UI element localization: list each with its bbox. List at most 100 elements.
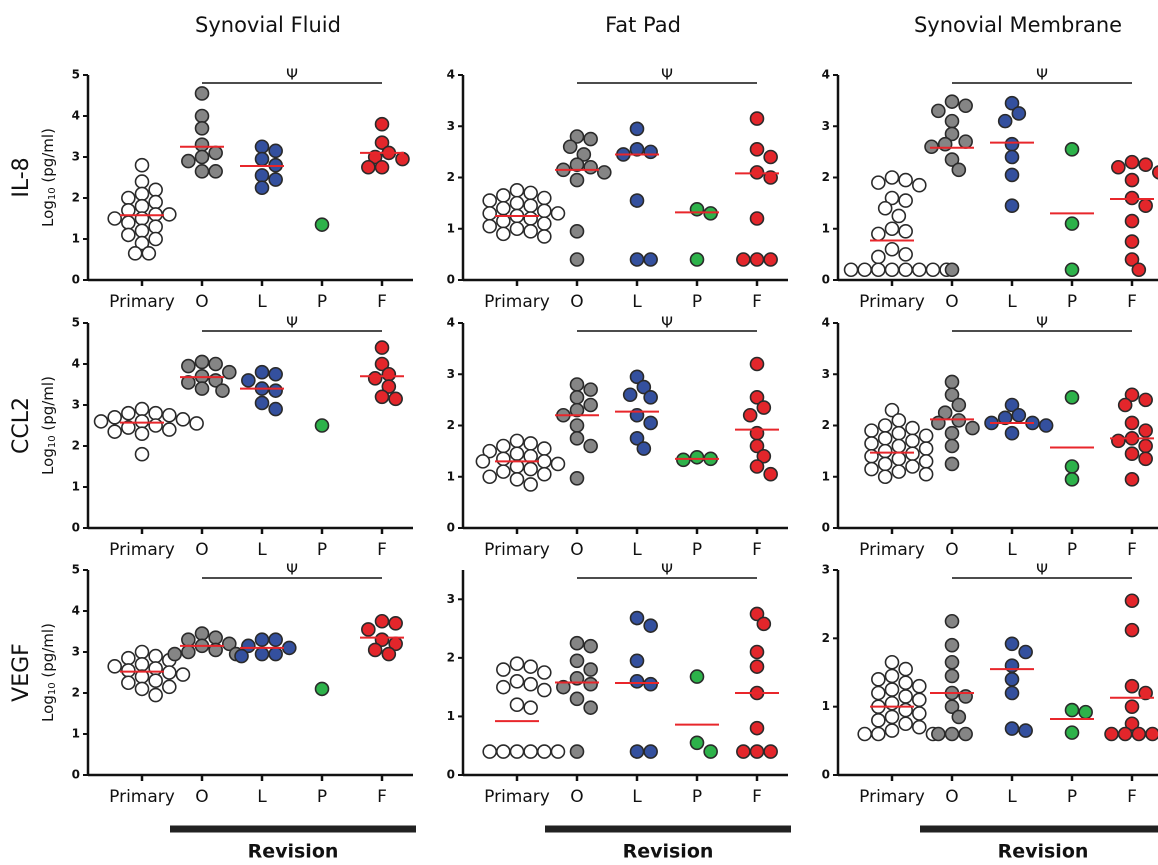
data-point [1124,593,1140,609]
data-point [569,224,585,239]
data-point [148,405,163,421]
data-point [689,449,705,465]
data-point [1004,167,1020,183]
data-point [689,252,705,267]
data-point [482,193,498,208]
data-point [583,382,598,397]
data-point [877,200,893,216]
data-point [944,152,960,167]
y-tick-label: 0 [447,273,455,287]
data-point [194,149,210,165]
data-point [509,744,525,759]
data-point [1138,451,1153,467]
data-point [629,369,645,385]
data-point [884,668,900,684]
data-point [763,252,778,267]
data-point [121,405,136,421]
data-point [891,208,907,224]
y-tick-label: 0 [72,273,80,287]
data-point [569,653,585,669]
data-point [1124,234,1140,249]
data-point [749,111,765,126]
data-point [134,174,150,189]
data-point [388,391,403,407]
data-point [891,425,907,441]
y-tick-label: 3 [822,563,830,577]
x-tick-label: O [195,540,208,560]
data-point [194,108,210,124]
significance-symbol: Ψ [661,561,673,579]
x-tick-label: P [317,540,327,560]
x-tick-label: F [377,292,387,312]
data-point [215,383,230,398]
data-point [944,726,960,742]
data-point [268,401,283,417]
data-point [536,441,552,456]
data-point [536,216,552,231]
data-point [911,678,927,694]
data-point [134,656,150,672]
data-point [167,646,182,662]
data-point [756,448,772,464]
data-point [361,159,376,175]
x-tick-label: L [257,787,267,807]
data-point [583,700,598,715]
data-point [884,709,900,725]
data-point [643,744,658,759]
data-point [162,422,177,437]
data-point [1124,622,1140,638]
data-point [148,194,163,210]
y-tick-label: 0 [822,521,830,535]
data-point [523,185,538,201]
data-point [898,702,913,718]
data-point [944,425,960,441]
data-point [749,744,765,759]
x-tick-label: Primary [859,292,925,312]
data-point [569,129,585,144]
unit-sub: 10 [47,187,58,200]
x-tick-label: F [752,787,762,807]
data-point [1078,704,1093,720]
data-point [107,409,122,425]
data-point [93,414,109,429]
y-tick-label: 2 [72,686,80,700]
data-point [583,438,598,454]
data-point [194,164,210,179]
data-point [254,139,270,155]
data-point [629,673,645,689]
data-point [884,190,900,206]
significance-symbol: Ψ [286,66,298,84]
data-point [756,400,772,415]
data-point [898,247,913,262]
data-point [134,446,150,462]
data-point [703,744,718,759]
x-tick-label: F [752,292,762,312]
data-point [194,381,210,396]
y-tick-label: 1 [72,232,80,246]
data-point [1004,198,1020,213]
data-point [148,661,163,676]
data-point [749,142,765,157]
data-point [1064,702,1080,718]
data-point [884,682,900,697]
data-point [925,262,941,278]
x-tick-label: L [632,540,642,560]
data-point [583,638,598,654]
x-tick-label: P [692,292,702,312]
data-point [905,459,920,474]
data-point [864,461,879,477]
data-point [911,262,927,278]
y-tick-label: 5 [72,68,80,82]
y-tick-label: 4 [822,316,830,330]
data-point [958,98,973,114]
data-point [1004,721,1020,736]
data-point [141,246,157,261]
data-point [944,94,960,109]
data-point [763,149,778,165]
data-point [884,695,900,711]
data-point [583,159,598,175]
data-point [148,418,163,433]
data-point [1138,392,1153,408]
data-point [569,390,585,405]
